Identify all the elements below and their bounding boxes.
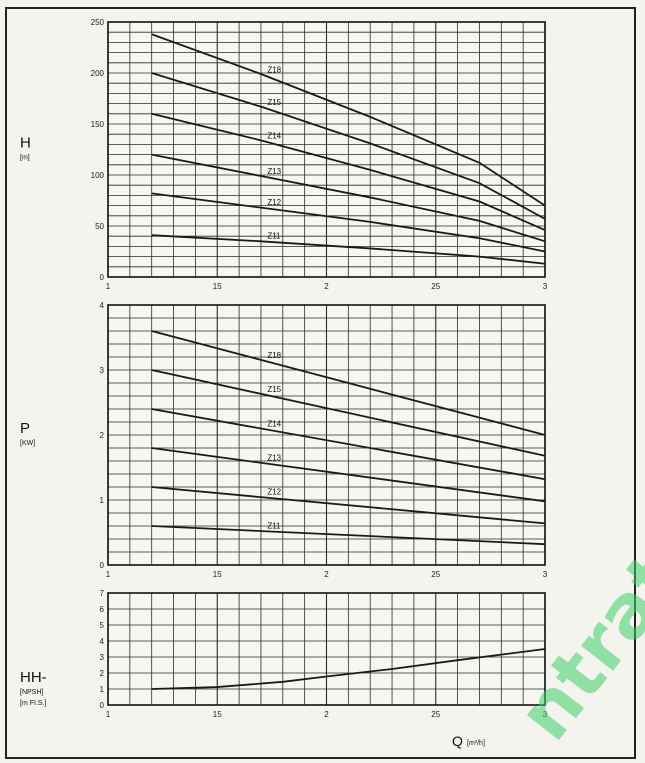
x-tick-label: 2 [324, 570, 329, 579]
grid [107, 304, 546, 566]
x-tick-label: 15 [213, 710, 222, 719]
series-label: Z14 [267, 419, 281, 428]
y-tick-label: 4 [100, 637, 105, 646]
series-line-z15 [151, 369, 546, 457]
y-axis-label: P [20, 420, 30, 437]
y-tick-label: 150 [91, 120, 105, 129]
y-tick-label: 0 [100, 273, 105, 282]
series-line-z18 [151, 33, 546, 207]
x-tick-label: 15 [213, 570, 222, 579]
series-label: Z12 [267, 488, 281, 497]
y-axis-unit: [NPSH] [20, 689, 43, 696]
y-tick-label: 5 [100, 621, 105, 630]
x-axis-unit: [m³/h] [467, 740, 485, 747]
y-axis-label: HH- [20, 669, 47, 686]
series-label: Z15 [267, 98, 281, 107]
y-tick-label: 250 [91, 18, 105, 27]
x-tick-label: 2 [324, 282, 329, 291]
x-tick-label: 3 [543, 570, 548, 579]
y-tick-label: 3 [100, 653, 105, 662]
x-tick-label: 1 [106, 710, 111, 719]
series-line-z14 [151, 112, 546, 231]
series-line-z13 [151, 153, 546, 243]
x-tick-label: 3 [543, 282, 548, 291]
x-tick-label: 2 [324, 710, 329, 719]
y-axis-unit: [KW] [20, 440, 35, 447]
y-tick-label: 200 [91, 69, 105, 78]
series-line-z13 [151, 447, 546, 503]
series-label: Z18 [267, 351, 281, 360]
y-tick-label: 7 [100, 589, 105, 598]
series-line-z14 [151, 408, 546, 481]
x-axis-label: Q [452, 733, 463, 749]
x-tick-label: 25 [431, 570, 440, 579]
y-tick-label: 2 [100, 669, 105, 678]
y-tick-label: 6 [100, 605, 105, 614]
series-line-z12 [151, 192, 546, 253]
y-tick-label: 2 [100, 431, 105, 440]
y-tick-label: 4 [100, 301, 105, 310]
series-line-z15 [151, 72, 546, 220]
series-line [151, 648, 546, 690]
x-tick-label: 25 [431, 282, 440, 291]
x-tick-label: 1 [106, 570, 111, 579]
series-label: Z12 [267, 198, 281, 207]
series-line-z18 [151, 330, 546, 436]
x-tick-label: 25 [431, 710, 440, 719]
series-label: Z14 [267, 132, 281, 141]
x-tick-label: 1 [106, 282, 111, 291]
series-label: Z11 [267, 521, 281, 530]
series-label: Z15 [267, 385, 281, 394]
series-label: Z11 [267, 232, 281, 241]
y-tick-label: 100 [91, 171, 105, 180]
y-tick-label: 0 [100, 561, 105, 570]
y-tick-label: 50 [95, 222, 104, 231]
chart-panel-1: 0 50 100 150 200 250 1 15 2 25 3 H [m] Z18 Z15 Z14 Z13 Z1… [20, 18, 548, 291]
series-label: Z13 [267, 453, 281, 462]
series-label: Z13 [267, 167, 281, 176]
series-line-z11 [151, 234, 546, 265]
y-tick-label: 1 [100, 685, 105, 694]
y-axis-unit: [m FI.S.] [20, 700, 47, 707]
y-axis-unit: [m] [20, 155, 30, 162]
plot-border [107, 21, 546, 278]
series-line-z12 [151, 486, 546, 525]
y-tick-label: 3 [100, 366, 105, 375]
series-line-z11 [151, 525, 546, 546]
y-axis-label: H [20, 135, 31, 152]
page-frame [5, 7, 636, 759]
y-tick-label: 0 [100, 701, 105, 710]
series-label: Z18 [267, 66, 281, 75]
x-tick-label: 3 [543, 710, 548, 719]
x-tick-label: 15 [213, 282, 222, 291]
y-tick-label: 1 [100, 496, 105, 505]
